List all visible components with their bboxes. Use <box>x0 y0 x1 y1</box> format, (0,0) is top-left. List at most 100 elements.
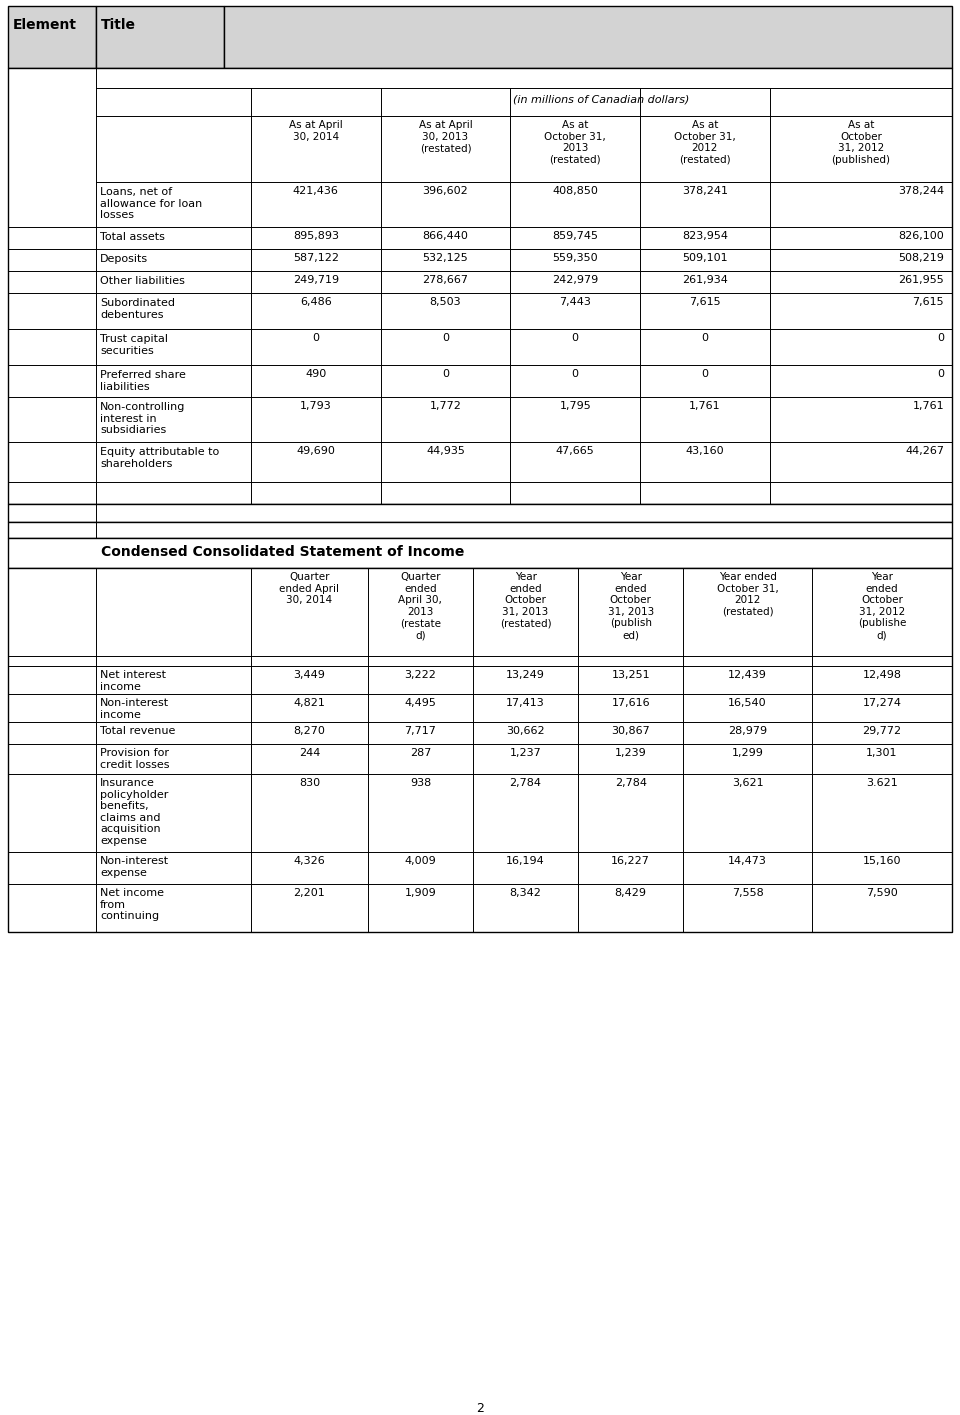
Text: 7,615: 7,615 <box>912 297 944 307</box>
Text: 6,486: 6,486 <box>300 297 332 307</box>
Text: Condensed Consolidated Statement of Income: Condensed Consolidated Statement of Inco… <box>101 545 465 559</box>
Text: 826,100: 826,100 <box>899 231 944 241</box>
Text: As at
October
31, 2012
(published): As at October 31, 2012 (published) <box>831 120 890 164</box>
Text: Year
ended
October
31, 2012
(publishe
d): Year ended October 31, 2012 (publishe d) <box>857 572 906 640</box>
Text: Non-interest
expense: Non-interest expense <box>100 856 169 877</box>
Text: Loans, net of
allowance for loan
losses: Loans, net of allowance for loan losses <box>100 187 203 221</box>
Text: 0: 0 <box>572 369 579 379</box>
Text: Other liabilities: Other liabilities <box>100 276 185 286</box>
Text: 12,498: 12,498 <box>862 669 901 681</box>
Text: 30,662: 30,662 <box>506 726 545 736</box>
Text: 17,413: 17,413 <box>506 698 545 708</box>
Text: 49,690: 49,690 <box>297 446 335 456</box>
Text: 4,495: 4,495 <box>404 698 437 708</box>
Text: As at
October 31,
2012
(restated): As at October 31, 2012 (restated) <box>674 120 735 164</box>
Text: 490: 490 <box>305 369 326 379</box>
Text: 44,267: 44,267 <box>905 446 944 456</box>
Text: 8,342: 8,342 <box>510 889 541 899</box>
Text: 2: 2 <box>476 1402 484 1415</box>
Bar <box>8 567 952 932</box>
Text: 0: 0 <box>442 369 449 379</box>
Text: 2,201: 2,201 <box>294 889 325 899</box>
Text: 47,665: 47,665 <box>556 446 594 456</box>
Text: 1,795: 1,795 <box>560 400 591 410</box>
Text: 1,237: 1,237 <box>510 749 541 758</box>
Text: 859,745: 859,745 <box>552 231 598 241</box>
Text: 3,621: 3,621 <box>732 778 763 788</box>
Text: 0: 0 <box>702 333 708 342</box>
Text: 2,784: 2,784 <box>510 778 541 788</box>
Text: 7,590: 7,590 <box>866 889 898 899</box>
Text: 830: 830 <box>299 778 320 788</box>
Text: 396,602: 396,602 <box>422 185 468 197</box>
Text: 8,270: 8,270 <box>294 726 325 736</box>
Text: 0: 0 <box>937 369 944 379</box>
Text: As at April
30, 2013
(restated): As at April 30, 2013 (restated) <box>419 120 472 153</box>
Bar <box>8 522 952 538</box>
Text: 30,867: 30,867 <box>612 726 650 736</box>
Text: 938: 938 <box>410 778 431 788</box>
Text: 13,251: 13,251 <box>612 669 650 681</box>
Text: 16,227: 16,227 <box>612 856 650 866</box>
Bar <box>8 6 96 68</box>
Text: Non-controlling
interest in
subsidiaries: Non-controlling interest in subsidiaries <box>100 402 185 436</box>
Text: Year ended
October 31,
2012
(restated): Year ended October 31, 2012 (restated) <box>717 572 779 617</box>
Text: 1,239: 1,239 <box>614 749 647 758</box>
Text: Insurance
policyholder
benefits,
claims and
acquisition
expense: Insurance policyholder benefits, claims … <box>100 778 168 846</box>
Text: 4,009: 4,009 <box>404 856 436 866</box>
Text: 14,473: 14,473 <box>728 856 767 866</box>
Text: 1,793: 1,793 <box>300 400 332 410</box>
Bar <box>8 538 952 567</box>
Text: Trust capital
securities: Trust capital securities <box>100 334 168 355</box>
Text: As at April
30, 2014: As at April 30, 2014 <box>289 120 343 142</box>
Text: 242,979: 242,979 <box>552 275 598 284</box>
Text: Subordinated
debentures: Subordinated debentures <box>100 299 175 320</box>
Text: 15,160: 15,160 <box>863 856 901 866</box>
Text: 7,615: 7,615 <box>689 297 721 307</box>
Text: 13,249: 13,249 <box>506 669 545 681</box>
Text: Year
ended
October
31, 2013
(publish
ed): Year ended October 31, 2013 (publish ed) <box>608 572 654 640</box>
Text: Net income
from
continuing: Net income from continuing <box>100 889 164 921</box>
Text: 8,429: 8,429 <box>614 889 647 899</box>
Text: 378,241: 378,241 <box>682 185 728 197</box>
Bar <box>8 504 952 522</box>
Text: 7,717: 7,717 <box>404 726 437 736</box>
Text: 587,122: 587,122 <box>293 253 339 263</box>
Text: 17,616: 17,616 <box>612 698 650 708</box>
Text: 0: 0 <box>572 333 579 342</box>
Text: 0: 0 <box>702 369 708 379</box>
Text: 261,934: 261,934 <box>682 275 728 284</box>
Text: (in millions of Canadian dollars): (in millions of Canadian dollars) <box>514 93 689 103</box>
Text: Preferred share
liabilities: Preferred share liabilities <box>100 369 186 392</box>
Text: 4,821: 4,821 <box>294 698 325 708</box>
Text: 1,772: 1,772 <box>429 400 462 410</box>
Text: 421,436: 421,436 <box>293 185 339 197</box>
Text: Deposits: Deposits <box>100 255 148 265</box>
Text: 3,449: 3,449 <box>294 669 325 681</box>
Text: Total revenue: Total revenue <box>100 726 176 736</box>
Text: 7,443: 7,443 <box>560 297 591 307</box>
Text: 1,909: 1,909 <box>404 889 436 899</box>
Bar <box>224 6 952 68</box>
Text: As at
October 31,
2013
(restated): As at October 31, 2013 (restated) <box>544 120 606 164</box>
Text: Non-interest
income: Non-interest income <box>100 698 169 720</box>
Text: Equity attributable to
shareholders: Equity attributable to shareholders <box>100 447 219 468</box>
Bar <box>8 68 952 504</box>
Text: 1,299: 1,299 <box>732 749 763 758</box>
Bar <box>96 6 224 68</box>
Text: 29,772: 29,772 <box>862 726 901 736</box>
Text: Net interest
income: Net interest income <box>100 669 166 692</box>
Text: 16,540: 16,540 <box>729 698 767 708</box>
Text: 866,440: 866,440 <box>422 231 468 241</box>
Text: 1,761: 1,761 <box>912 400 944 410</box>
Text: 7,558: 7,558 <box>732 889 763 899</box>
Text: Provision for
credit losses: Provision for credit losses <box>100 749 170 770</box>
Text: 8,503: 8,503 <box>430 297 462 307</box>
Text: 261,955: 261,955 <box>899 275 944 284</box>
Text: 43,160: 43,160 <box>685 446 724 456</box>
Text: 895,893: 895,893 <box>293 231 339 241</box>
Text: Total assets: Total assets <box>100 232 165 242</box>
Text: 509,101: 509,101 <box>683 253 728 263</box>
Text: Title: Title <box>101 18 136 33</box>
Text: 823,954: 823,954 <box>682 231 728 241</box>
